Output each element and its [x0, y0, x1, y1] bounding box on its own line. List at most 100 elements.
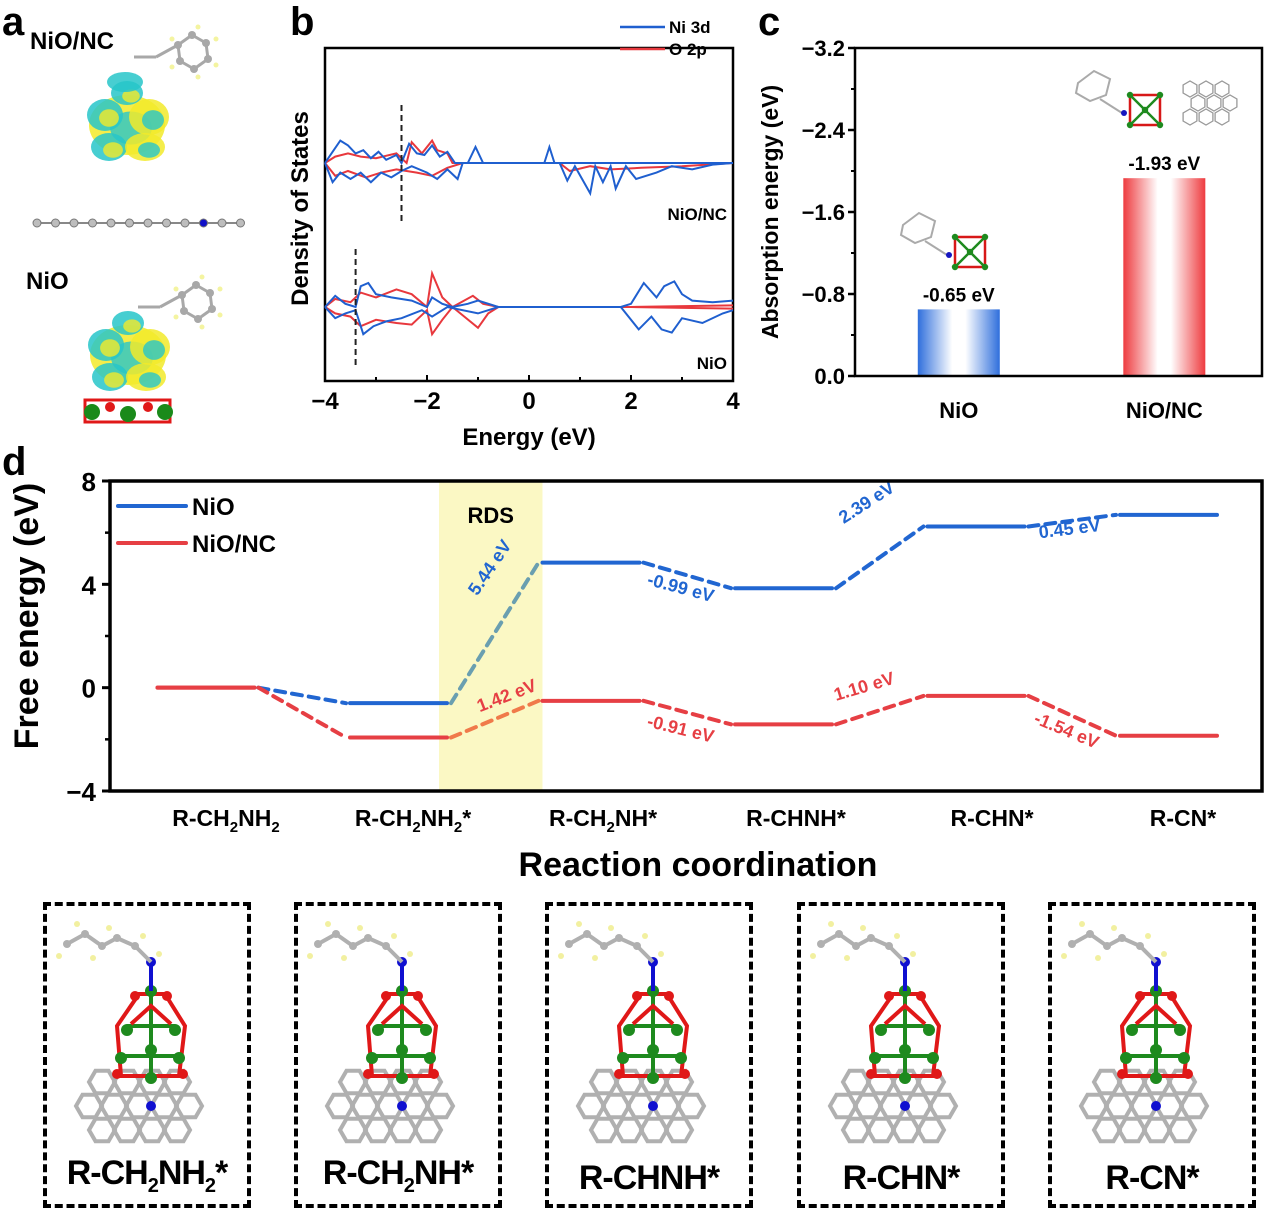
carbon-ring [899, 211, 937, 245]
label-text: * [215, 1154, 228, 1193]
hydrogen-atom [173, 314, 179, 320]
y-tick-label: 0.0 [814, 364, 845, 389]
isosurface-lobe [139, 372, 161, 388]
graphene-ring [337, 1068, 369, 1096]
bond [1099, 98, 1123, 114]
carbon-atom [131, 942, 139, 950]
x-tick-label: NiO/NC [1126, 398, 1203, 423]
oxygen-atom [143, 402, 153, 412]
hydrogen-atom [217, 312, 223, 318]
x-tick-label: NiO [939, 398, 978, 423]
structure-card: R-CN* [1048, 902, 1256, 1208]
structure-label: R-CH2NH2* [47, 1154, 247, 1198]
nickel-atom [169, 1024, 181, 1036]
carbon-atom [600, 942, 608, 950]
hydrogen-atom [407, 951, 413, 957]
carbon-atom [364, 934, 372, 942]
hydrogen-atom [1161, 951, 1167, 957]
carbon-atom [633, 942, 641, 950]
x-axis-title: Energy (eV) [462, 424, 595, 451]
y-tick-label: 8 [82, 467, 96, 497]
nickel-atom [899, 1044, 911, 1056]
series-nio-nc: 1.42 eV-0.91 eV1.10 eV-1.54 eV [155, 668, 1219, 753]
oxygen-atom [130, 991, 140, 1001]
nitrogen-atom [1151, 1101, 1161, 1111]
carbon-atom [314, 940, 322, 948]
carbon-atom [192, 281, 200, 289]
nickel-atom [1120, 1052, 1132, 1064]
carbon-atom [885, 942, 893, 950]
graphene-ring [613, 1116, 645, 1144]
hydrogen-atom [1061, 953, 1067, 959]
isosurface-lobe [100, 339, 120, 357]
hydrogen-atom [658, 951, 664, 957]
carbon-atom [1136, 942, 1144, 950]
transition-line [256, 685, 348, 706]
oxygen-atom [632, 991, 642, 1001]
graphene-ring [588, 1068, 620, 1096]
oxygen-atom [363, 1069, 373, 1079]
step-energy-label: -0.91 eV [645, 711, 716, 747]
oxygen-atom [932, 1069, 942, 1079]
structure-label: R-CHNH* [549, 1159, 749, 1198]
nickel-atom [120, 406, 136, 422]
hydrogen-atom [140, 933, 146, 939]
nitrogen-atom [199, 218, 208, 228]
hydrogen-atom [325, 921, 331, 927]
carbon-ring [1074, 69, 1112, 103]
hydrogen-atom [195, 74, 201, 80]
bar-data-label: -1.93 eV [1128, 154, 1200, 175]
graphene-ring [1198, 108, 1214, 126]
nio-cluster [83, 398, 173, 424]
graphene-ring [1182, 108, 1198, 126]
label-subscript: 2 [204, 1175, 216, 1197]
nickel-atom [84, 404, 100, 420]
dos-subplot-nio-nc: NiO/NC [324, 105, 734, 225]
graphene-ring [349, 1092, 381, 1120]
nickel-atom [115, 1052, 127, 1064]
oxygen-atom [1167, 991, 1177, 1001]
label-text: NH [157, 1154, 206, 1193]
graphene-ring [1141, 1116, 1173, 1144]
y-axis-title: Density of States [287, 111, 314, 306]
carbon-atom [98, 942, 106, 950]
label-subscript: 2 [147, 1175, 159, 1197]
nickel-atom [869, 1052, 881, 1064]
hydrogen-atom [213, 36, 219, 42]
structure-label: R-CHN* [801, 1159, 1001, 1198]
nickel-atom [966, 248, 974, 256]
nickel-atom [875, 1024, 887, 1036]
hydrogen-atom [307, 953, 313, 959]
transition-line [449, 560, 541, 706]
nitrogen-atom [946, 252, 952, 258]
nitrogen-atom [146, 1101, 156, 1111]
nickel-atom [1150, 1044, 1162, 1056]
graphene-ring [852, 1092, 884, 1120]
nickel-atom [372, 1024, 384, 1036]
isosurface-lobe [122, 89, 140, 103]
graphene-ring [840, 1068, 872, 1096]
nickel-atom [927, 1052, 939, 1064]
nickel-atom [1150, 1072, 1162, 1084]
x-category-label: R-CHNH* [746, 805, 846, 831]
label-subscript: 2 [403, 1175, 415, 1197]
ni3d-spin-up-line [324, 280, 734, 309]
isosurface-lobe [138, 142, 160, 158]
dos-chart: NiO/NC NiO Ni 3d O 2p −4 −2 0 2 4 Energy (eV) Dens… [287, 18, 740, 451]
graphene-ring [1214, 80, 1230, 98]
bar-nio [917, 309, 1000, 376]
oxygen-atom [866, 1069, 876, 1079]
panel-d-letter: d [2, 440, 27, 484]
carbon-atom [208, 305, 216, 313]
y-tick-label: −2.4 [802, 118, 846, 143]
y-tick-label: 0 [82, 674, 96, 704]
carbon-atom [180, 218, 190, 228]
legend-label-0: NiO [192, 494, 235, 521]
label-text: R-CH [66, 1154, 149, 1193]
x-tick-label: −4 [311, 388, 339, 415]
isosurface-lobe [143, 340, 165, 360]
carbon-atom [332, 930, 340, 938]
x-category-label: R-CN* [1150, 805, 1217, 831]
hydrogen-atom [74, 921, 80, 927]
graphene-ring [161, 1116, 193, 1144]
